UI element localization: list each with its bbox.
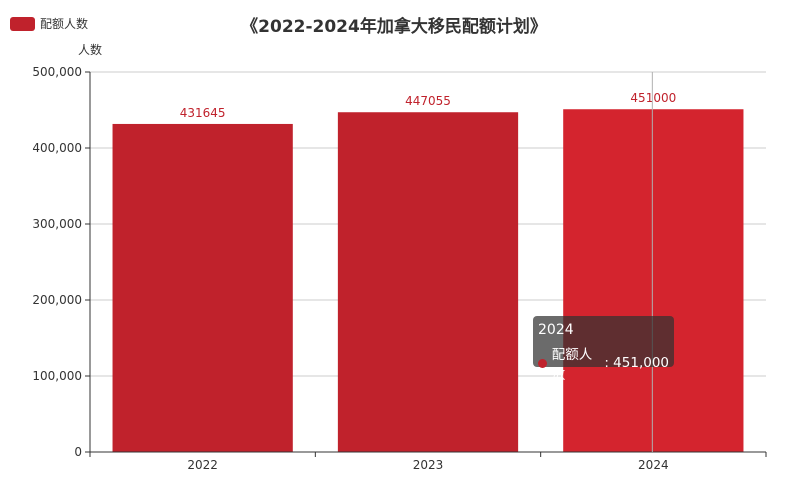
bar [337,112,519,453]
tooltip: 2024 配额人数 : 451,000 [533,316,674,383]
tooltip-colon: : [604,355,614,371]
legend-item[interactable]: 配额人数 [10,15,88,32]
bar [112,123,293,452]
bar [563,109,744,453]
data-label: 447055 [405,94,451,108]
tooltip-value: 451,000 [613,355,669,371]
x-tick-label: 2023 [413,458,444,472]
tooltip-marker [538,358,547,368]
legend-swatch [10,16,35,31]
y-tick-label: 400,000 [32,141,82,155]
x-tick-label: 2022 [187,458,218,472]
data-label: 431645 [180,106,226,120]
tooltip-row: 配额人数 : 451,000 [538,343,669,383]
tooltip-series-label: 配额人数 [551,347,593,383]
y-tick-label: 0 [74,445,82,459]
legend-label: 配额人数 [40,17,89,31]
data-label: 451000 [630,91,676,105]
y-tick-label: 500,000 [32,65,82,79]
y-tick-label: 300,000 [32,217,82,231]
tooltip-title: 2024 [538,322,574,338]
chart-title: 《2022-2024年加拿大移民配额计划》 [241,17,547,37]
y-tick-label: 200,000 [32,293,82,307]
y-tick-label: 100,000 [32,369,82,383]
y-axis-name: 人数 [78,42,102,57]
x-tick-label: 2024 [638,458,669,472]
